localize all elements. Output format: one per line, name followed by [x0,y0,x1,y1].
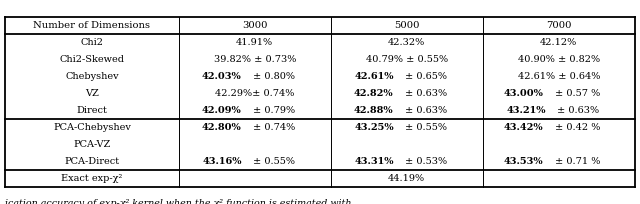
Text: 42.32%: 42.32% [388,38,426,47]
Text: 42.80%: 42.80% [202,123,241,132]
Text: Exact exp-χ²: Exact exp-χ² [61,174,122,183]
Text: ± 0.53%: ± 0.53% [405,157,447,166]
Text: 41.91%: 41.91% [236,38,273,47]
Text: ± 0.80%: ± 0.80% [253,72,295,81]
Text: 44.19%: 44.19% [388,174,426,183]
Text: ± 0.71 %: ± 0.71 % [555,157,600,166]
Text: 42.03%: 42.03% [202,72,242,81]
Text: ± 0.63%: ± 0.63% [557,106,599,115]
Text: ication accuracy of exp-χ² kernel when the χ² function is estimated with: ication accuracy of exp-χ² kernel when t… [5,199,351,204]
Text: 43.31%: 43.31% [354,157,394,166]
Text: ± 0.65%: ± 0.65% [405,72,447,81]
Text: 42.61%: 42.61% [354,72,394,81]
Text: PCA-Direct: PCA-Direct [65,157,120,166]
Text: Chi2: Chi2 [81,38,104,47]
Text: ± 0.42 %: ± 0.42 % [555,123,600,132]
Text: ± 0.57 %: ± 0.57 % [556,89,600,98]
Text: ± 0.63%: ± 0.63% [405,106,447,115]
Text: Chebyshev: Chebyshev [65,72,118,81]
Text: ± 0.55%: ± 0.55% [405,123,447,132]
Text: ± 0.63%: ± 0.63% [405,89,447,98]
Text: 42.09%: 42.09% [202,106,242,115]
Text: Chi2-Skewed: Chi2-Skewed [60,55,124,64]
Text: PCA-VZ: PCA-VZ [73,140,111,149]
Text: 7000: 7000 [546,21,572,30]
Text: 43.42%: 43.42% [504,123,543,132]
Text: 42.29%± 0.74%: 42.29%± 0.74% [215,89,294,98]
Text: Number of Dimensions: Number of Dimensions [33,21,150,30]
Text: VZ: VZ [85,89,99,98]
Text: 3000: 3000 [242,21,268,30]
Text: 43.53%: 43.53% [504,157,543,166]
Text: 39.82% ± 0.73%: 39.82% ± 0.73% [214,55,296,64]
Text: 5000: 5000 [394,21,419,30]
Text: 42.12%: 42.12% [540,38,577,47]
Text: PCA-Chebyshev: PCA-Chebyshev [53,123,131,132]
Text: 43.16%: 43.16% [202,157,242,166]
Text: 40.79% ± 0.55%: 40.79% ± 0.55% [365,55,448,64]
Text: 40.90% ± 0.82%: 40.90% ± 0.82% [518,55,600,64]
Text: ± 0.74%: ± 0.74% [253,123,295,132]
Text: 42.82%: 42.82% [354,89,394,98]
Text: Direct: Direct [76,106,108,115]
Text: ± 0.79%: ± 0.79% [253,106,295,115]
Text: 43.21%: 43.21% [506,106,546,115]
Text: 43.25%: 43.25% [354,123,394,132]
Text: 42.61% ± 0.64%: 42.61% ± 0.64% [518,72,600,81]
Text: ± 0.55%: ± 0.55% [253,157,295,166]
Text: 43.00%: 43.00% [504,89,544,98]
Text: 42.88%: 42.88% [354,106,394,115]
